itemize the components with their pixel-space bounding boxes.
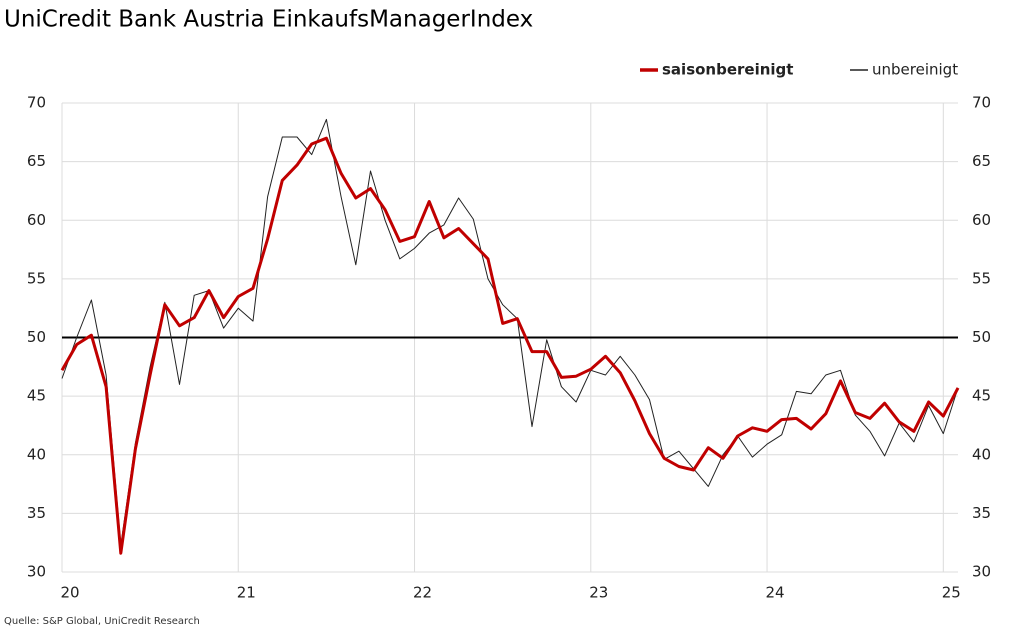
y-tick-label: 60 (27, 211, 46, 229)
legend-label: unbereinigt (872, 61, 958, 79)
y2-tick-label: 55 (972, 269, 991, 287)
y-tick-label: 55 (27, 269, 46, 287)
x-tick-label: 22 (413, 584, 432, 602)
y-tick-label: 70 (27, 94, 46, 112)
x-tick-label: 25 (942, 584, 961, 602)
series-line (61, 118, 959, 546)
y2-tick-label: 30 (972, 563, 991, 581)
y-tick-label: 30 (27, 563, 46, 581)
x-tick-label: 23 (589, 584, 608, 602)
source: Quelle: S&P Global, UniCredit Research (4, 616, 200, 627)
y-tick-label: 35 (27, 504, 46, 522)
x-tick-label: 24 (766, 584, 785, 602)
y2-tick-label: 35 (972, 504, 991, 522)
series-line (60, 136, 960, 555)
y-tick-label: 50 (27, 328, 46, 346)
y2-tick-label: 40 (972, 445, 991, 463)
legend-label: saisonbereinigt (662, 61, 793, 79)
chart-title: UniCredit Bank Austria EinkaufsManagerIn… (4, 7, 533, 33)
y2-tick-label: 45 (972, 387, 991, 405)
y-tick-label: 45 (27, 387, 46, 405)
y-tick-label: 65 (27, 152, 46, 170)
y2-tick-label: 65 (972, 152, 991, 170)
y2-tick-label: 70 (972, 94, 991, 112)
x-tick-label: 20 (60, 584, 79, 602)
y2-tick-label: 50 (972, 328, 991, 346)
y2-tick-label: 60 (972, 211, 991, 229)
x-tick-label: 21 (237, 584, 256, 602)
y-tick-label: 40 (27, 445, 46, 463)
